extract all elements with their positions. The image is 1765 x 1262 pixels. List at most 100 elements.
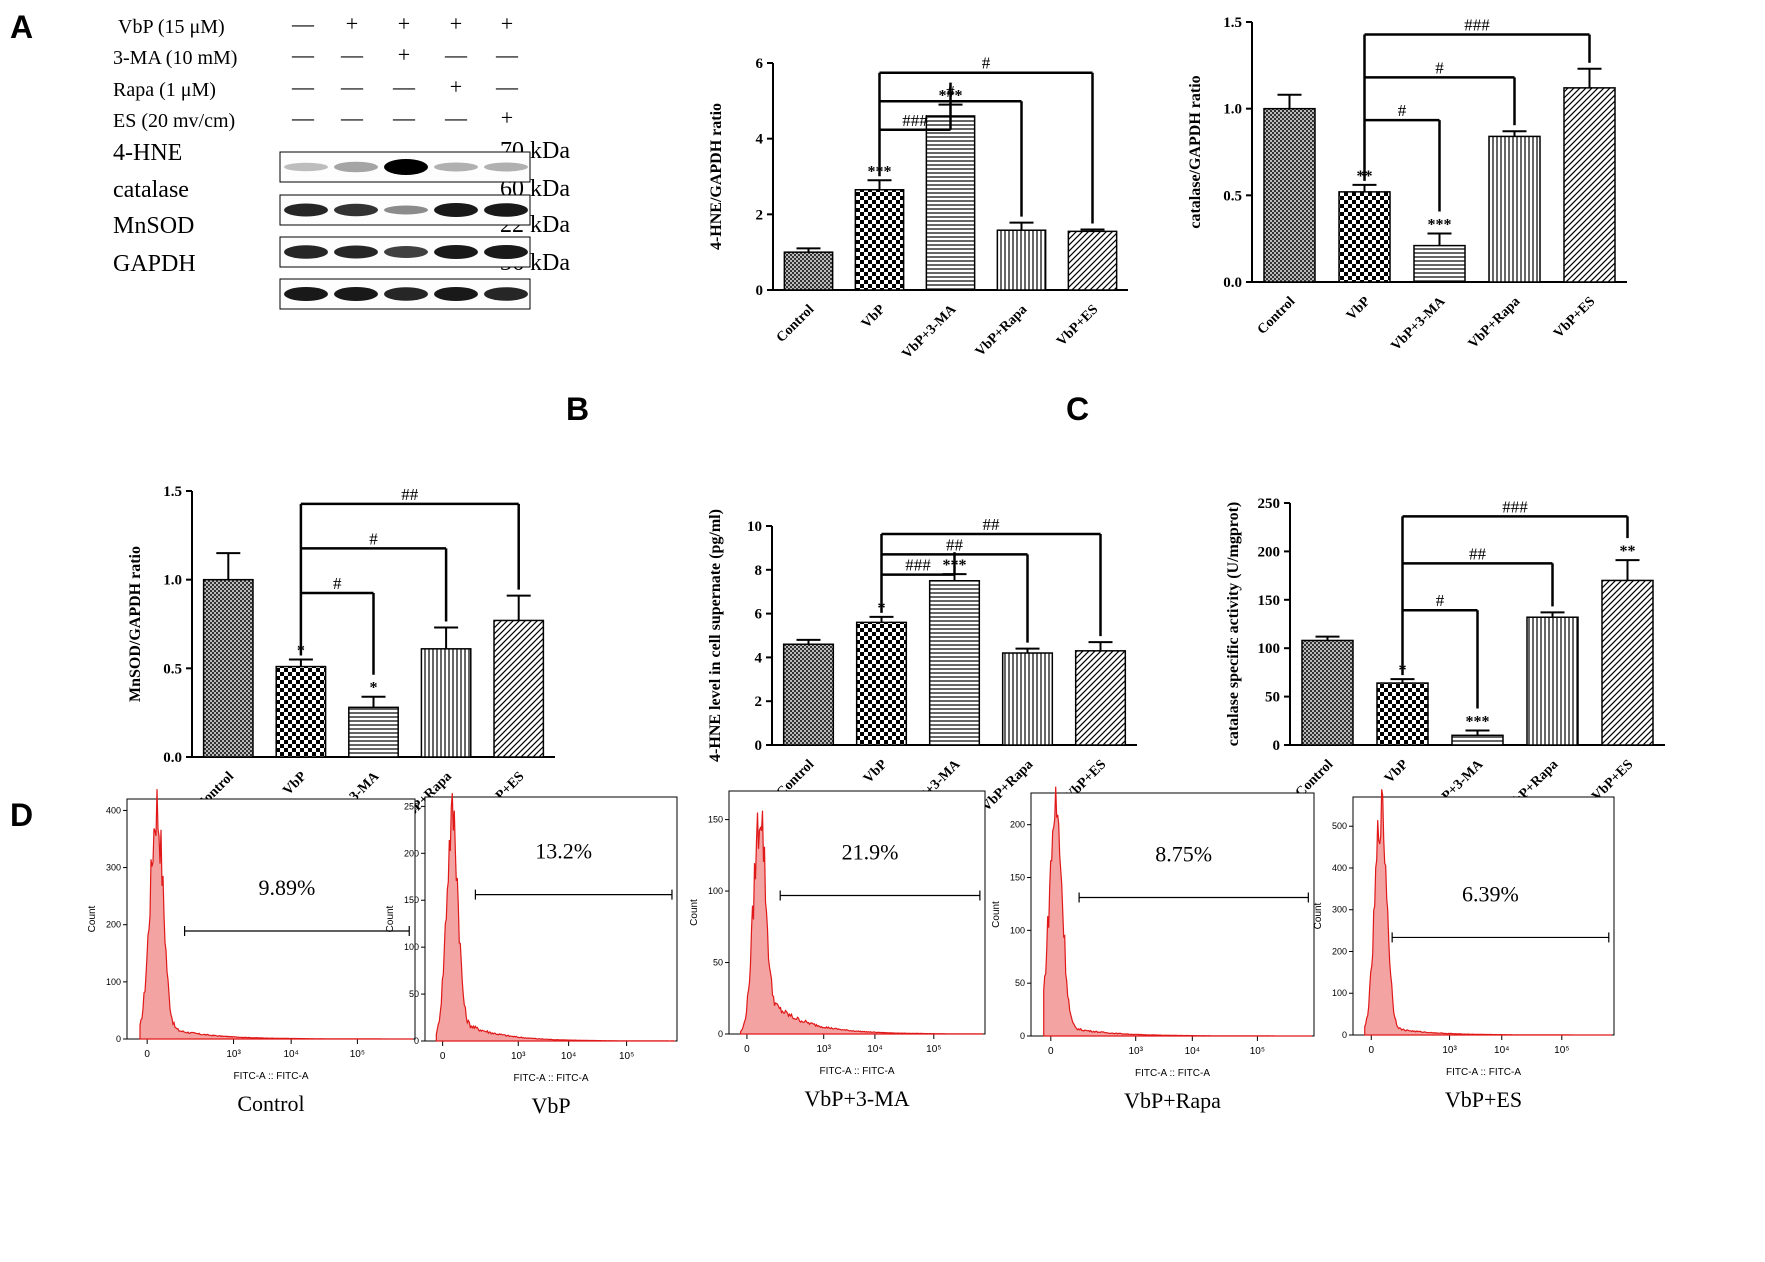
x-axis-label: FITC-A :: FITC-A: [1135, 1068, 1210, 1079]
x-tick-label: 10⁴: [1494, 1045, 1509, 1056]
bar: [782, 643, 835, 746]
bar: [854, 188, 905, 291]
y-tick-label: 0.5: [163, 661, 182, 677]
panel-name: Control: [237, 1091, 304, 1116]
bar: [1526, 616, 1579, 746]
y-axis-label: Count: [385, 905, 396, 932]
x-tick-label: 0: [1368, 1045, 1374, 1056]
wb-band: [434, 203, 478, 217]
y-tick-label: 150: [1258, 593, 1281, 609]
wb-band: [284, 203, 328, 217]
wb-protein-label: 4-HNE: [113, 140, 182, 166]
histogram-curve: [435, 793, 675, 1042]
x-tick-label: VbP+ES: [1551, 294, 1598, 341]
x-tick-label: VbP: [1344, 294, 1374, 324]
bar: [202, 578, 254, 758]
plot-frame: [424, 796, 678, 1042]
x-tick-label: 10⁵: [619, 1051, 634, 1062]
wb-condition-label: 3-MA (10 mM): [113, 47, 237, 69]
bar: [1601, 579, 1654, 746]
comparison-label: ###: [1464, 16, 1490, 35]
wb-band: [384, 246, 428, 258]
comparison-label: #: [982, 54, 991, 73]
wb-band: [284, 162, 328, 172]
y-axis-label: Count: [1313, 902, 1324, 929]
y-tick-label: 200: [1010, 820, 1025, 830]
bar: [928, 580, 981, 746]
plot-frame: [126, 798, 416, 1040]
wb-band: [284, 287, 328, 301]
y-tick-label: 400: [1332, 863, 1347, 873]
y-tick-label: 250: [404, 801, 419, 811]
y-tick-label: 6: [755, 607, 763, 623]
x-tick-label: 10³: [816, 1044, 831, 1055]
histogram-curve: [1043, 786, 1312, 1037]
wb-sign: —: [340, 42, 364, 67]
y-tick-label: 2: [755, 694, 763, 710]
x-tick-label: VbP: [1382, 757, 1412, 787]
y-tick-label: 200: [106, 920, 121, 930]
gate-percent: 21.9%: [842, 839, 899, 864]
y-tick-label: 150: [404, 895, 419, 905]
wb-band: [334, 245, 378, 259]
wb-sign: —: [444, 42, 468, 67]
significance-stars: *: [370, 680, 378, 697]
x-tick-label: Control: [774, 302, 818, 346]
wb-band: [434, 245, 478, 259]
y-tick-label: 50: [713, 958, 723, 968]
comparison-label: ##: [946, 535, 964, 554]
y-tick-label: 0: [756, 283, 764, 299]
significance-stars: **: [1620, 543, 1636, 560]
comparison-label: #: [946, 82, 955, 101]
wb-sign: —: [291, 42, 315, 67]
y-tick-label: 500: [1332, 821, 1347, 831]
panel-label-d: D: [10, 797, 33, 833]
x-tick-label: 0: [744, 1044, 750, 1055]
wb-sign: —: [291, 11, 315, 36]
y-axis-label: catalase specific activity (U/mgprot): [1225, 502, 1242, 747]
bar: [783, 251, 834, 291]
significance-stars: ***: [1428, 216, 1452, 233]
bar: [925, 115, 976, 291]
y-tick-label: 100: [1010, 925, 1025, 935]
histogram-curve: [139, 789, 413, 1040]
gate-percent: 9.89%: [259, 875, 316, 900]
y-axis-label: 4-HNE level in cell supernate (pg/ml): [707, 509, 724, 762]
y-tick-label: 4: [756, 132, 764, 148]
y-tick-label: 6: [756, 56, 764, 72]
y-tick-label: 300: [1332, 905, 1347, 915]
wb-band: [384, 205, 428, 215]
wb-sign-grid: — + + + + — — + — — — — — + — — — — — +: [291, 11, 519, 130]
wb-band: [434, 162, 478, 172]
x-tick-label: 10⁵: [350, 1049, 365, 1060]
wb-conditions: VbP (15 μM) 3-MA (10 mM) Rapa (1 μM) ES …: [113, 11, 519, 132]
wb-protein-label: GAPDH: [113, 251, 196, 277]
y-tick-label: 1.0: [1223, 102, 1242, 118]
y-axis-label: Count: [87, 905, 98, 932]
wb-sign: —: [291, 105, 315, 130]
y-tick-label: 0: [755, 738, 763, 754]
panel-name: VbP+ES: [1445, 1087, 1522, 1112]
panel-name: VbP+3-MA: [804, 1086, 909, 1111]
x-tick-label: 10⁵: [926, 1044, 941, 1055]
y-tick-label: 100: [708, 886, 723, 896]
y-tick-label: 0: [1020, 1031, 1025, 1041]
bar: [1263, 107, 1316, 283]
comparison-label: #: [1436, 591, 1445, 610]
y-tick-label: 0: [116, 1034, 121, 1044]
bar-chart-hne-supernate: 0 2 4 6 8 10 4-HNE level in cell supernate (pg…: [707, 509, 1137, 817]
y-tick-label: 50: [1015, 978, 1025, 988]
bar: [855, 621, 908, 746]
y-axis-label: Count: [689, 899, 700, 926]
x-tick-label: VbP: [861, 757, 891, 787]
x-tick-label: 10⁴: [561, 1051, 576, 1062]
bar: [1488, 135, 1541, 283]
comparison-label: ##: [983, 515, 1001, 534]
wb-band: [484, 203, 528, 217]
wb-band: [484, 287, 528, 301]
